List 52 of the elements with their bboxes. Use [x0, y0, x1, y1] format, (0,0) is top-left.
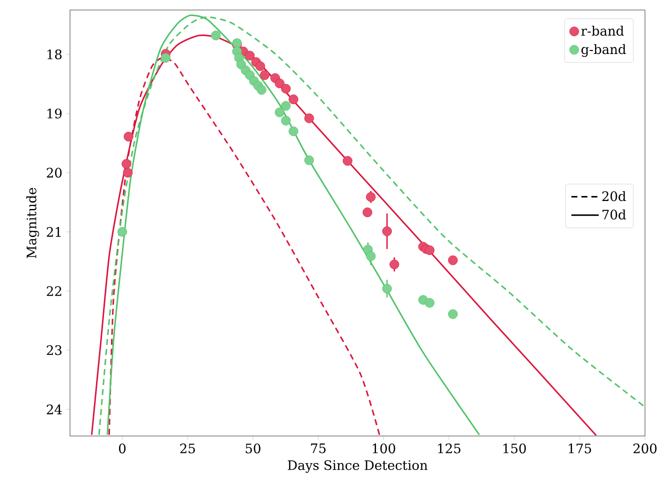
- y-axis-title: Magnitude: [26, 188, 40, 258]
- point: [256, 85, 266, 95]
- point: [274, 108, 284, 118]
- x-axis-title: Days Since Detection: [288, 460, 428, 473]
- point: [260, 70, 270, 80]
- point: [122, 159, 132, 169]
- point: [304, 113, 314, 124]
- y-tick-label: 19: [48, 108, 62, 118]
- x-tick-label: 50: [246, 444, 260, 454]
- legend-label: g-band: [581, 44, 626, 57]
- point: [288, 94, 298, 104]
- point: [390, 260, 400, 270]
- x-tick-label: 100: [372, 444, 396, 454]
- point: [424, 245, 434, 256]
- point: [245, 50, 255, 60]
- point: [342, 156, 352, 166]
- point: [281, 116, 291, 126]
- legend-label: r-band: [581, 26, 624, 36]
- point: [255, 61, 266, 72]
- x-tick-label: 150: [503, 444, 526, 454]
- point: [304, 155, 314, 166]
- point: [366, 251, 376, 261]
- point: [366, 192, 376, 202]
- point: [424, 298, 434, 308]
- point: [122, 168, 133, 178]
- point: [362, 208, 372, 218]
- text: 70d: [602, 209, 626, 220]
- x-tick-label: 75: [311, 444, 326, 454]
- point: [160, 53, 170, 63]
- y-tick-label: 21: [46, 227, 61, 237]
- y-tick-label: 20: [46, 168, 62, 178]
- point: [281, 101, 291, 111]
- x-tick-label: 175: [568, 444, 592, 454]
- point: [382, 226, 392, 236]
- point: [382, 284, 392, 294]
- point: [448, 255, 458, 266]
- x-tick-label: 200: [633, 444, 657, 454]
- x-tick-label: 125: [438, 444, 460, 454]
- x-tick-label: 0: [119, 444, 126, 454]
- text: 20d: [602, 191, 626, 202]
- point: [117, 227, 128, 237]
- point: [211, 30, 221, 40]
- y-tick-label: 22: [46, 286, 62, 296]
- point: [281, 84, 291, 94]
- x-tick-label: 25: [180, 444, 195, 454]
- y-tick-label: 18: [48, 49, 62, 60]
- point: [274, 78, 284, 88]
- point: [288, 126, 298, 136]
- y-tick-label: 24: [46, 404, 62, 414]
- y-tick-label: 23: [46, 345, 62, 356]
- point: [448, 309, 458, 319]
- point: [124, 132, 134, 142]
